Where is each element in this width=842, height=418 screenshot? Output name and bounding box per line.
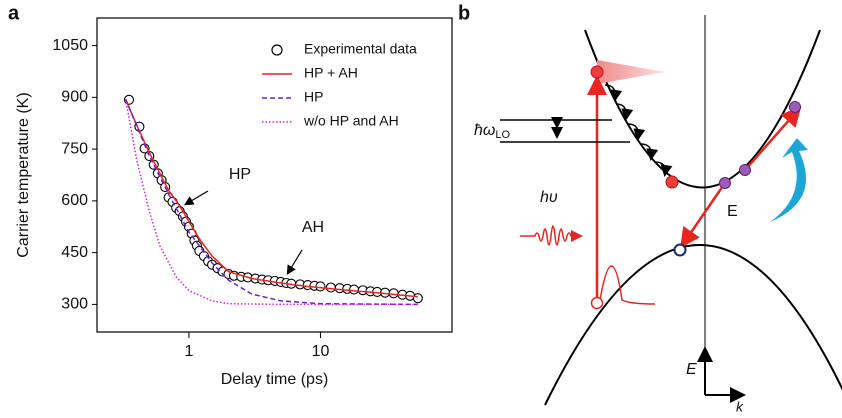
plot-frame xyxy=(96,17,453,333)
hot-electron xyxy=(719,177,731,189)
phonon-subscript: LO xyxy=(495,129,510,141)
hole-distribution xyxy=(599,265,656,305)
field-label: E xyxy=(727,203,738,220)
phonon-symbol: ħω xyxy=(474,122,495,139)
y-tick-label: 300 xyxy=(61,296,88,313)
hot-distribution xyxy=(597,60,665,84)
field-arrow xyxy=(680,182,727,249)
y-tick-label: 900 xyxy=(61,89,88,106)
y-tick-label: 450 xyxy=(61,244,88,261)
data-point xyxy=(388,288,399,299)
electron xyxy=(590,65,604,79)
panel-label: b xyxy=(458,2,470,24)
heating-arrow xyxy=(770,138,808,222)
data-point xyxy=(315,281,326,292)
photon-wave xyxy=(520,225,583,246)
x-tick-label: 1 xyxy=(184,343,193,360)
series-line xyxy=(124,98,418,298)
photon-label: hυ xyxy=(540,189,558,206)
diagram-b: b ħωLO hυ E E k xyxy=(458,2,842,415)
legend-marker xyxy=(271,44,283,56)
data-point xyxy=(348,284,360,295)
series-line xyxy=(124,98,418,306)
x-axis-label: Delay time (ps) xyxy=(221,371,329,388)
annotation-arrow xyxy=(183,190,209,206)
series-line xyxy=(124,98,418,306)
annotation: AH xyxy=(302,219,324,236)
legend-label: HP + AH xyxy=(304,65,358,81)
y-tick-label: 1050 xyxy=(52,37,88,54)
annotation: HP xyxy=(229,166,251,183)
y-tick-label: 600 xyxy=(61,192,88,209)
data-point xyxy=(412,293,423,304)
data-point xyxy=(325,282,336,293)
y-tick-label: 750 xyxy=(61,140,88,157)
hole xyxy=(590,296,604,310)
legend-label: HP xyxy=(304,89,323,105)
chart-a: a 300 450 600 750 900 1050 1 10 Delay time (ps) Ca… xyxy=(8,2,453,388)
y-axis-label: Carrier temperature (K) xyxy=(15,92,32,257)
energy-axis-label: E xyxy=(686,361,697,378)
x-tick-label: 10 xyxy=(312,343,330,360)
field-arrow xyxy=(744,106,802,171)
phonon-label: ħωLO xyxy=(474,122,510,141)
annotation-arrow xyxy=(286,249,303,276)
legend-label: Experimental data xyxy=(304,41,417,57)
hot-electron xyxy=(789,101,801,113)
phonon-cascade xyxy=(604,84,673,177)
hot-electron xyxy=(739,164,751,176)
momentum-axis-label: k xyxy=(736,399,744,413)
hole xyxy=(673,243,687,257)
valence-band xyxy=(544,244,842,406)
electron xyxy=(665,175,679,189)
panel-label: a xyxy=(8,2,20,24)
conduction-band xyxy=(584,29,821,189)
legend-label: w/o HP and AH xyxy=(303,113,399,129)
